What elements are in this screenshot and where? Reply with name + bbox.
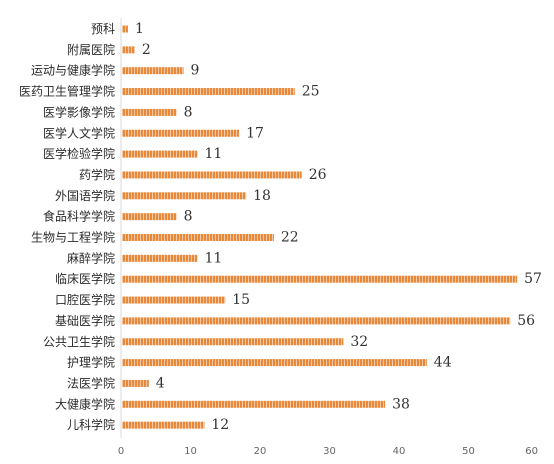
value-label: 9: [191, 63, 200, 79]
bar: [122, 25, 128, 33]
bar: [122, 254, 198, 262]
bar: [122, 67, 184, 75]
bar: [122, 400, 386, 408]
value-label: 1: [135, 21, 144, 37]
bar: [122, 234, 274, 241]
bar: [122, 379, 149, 387]
category-label: 麻醉学院: [67, 250, 115, 265]
category-label: 大健康学院: [55, 396, 115, 411]
bar: [122, 359, 427, 367]
value-label: 12: [211, 417, 229, 433]
value-label: 32: [350, 334, 368, 350]
x-tick-label: 50: [462, 446, 475, 457]
category-label: 医学影像学院: [43, 104, 115, 119]
value-label: 18: [253, 188, 271, 204]
value-label: 56: [517, 313, 535, 329]
category-label: 预科: [91, 22, 115, 36]
category-label: 临床医学院: [55, 271, 115, 286]
value-label: 8: [184, 104, 193, 120]
category-label: 基础医学院: [55, 313, 115, 328]
value-label: 4: [156, 375, 165, 391]
x-tick-label: 60: [525, 446, 538, 457]
bar: [122, 192, 247, 200]
category-label: 外国语学院: [55, 188, 115, 203]
category-label: 附属医院: [67, 43, 115, 57]
category-label: 护理学院: [67, 355, 115, 370]
category-label: 医药卫生管理学院: [19, 84, 115, 99]
category-label: 药学院: [79, 167, 115, 182]
value-label: 26: [309, 167, 327, 183]
category-labels: 预科附属医院运动与健康学院医药卫生管理学院医学影像学院医学人文学院医学检验学院药…: [19, 22, 115, 432]
value-label: 8: [184, 209, 193, 225]
x-tick-label: 0: [118, 446, 124, 457]
bar: [122, 421, 205, 429]
bar: [122, 88, 295, 96]
bar: [122, 171, 302, 179]
value-label: 44: [434, 355, 452, 371]
bar: [122, 317, 511, 325]
category-label: 生物与工程学院: [31, 230, 115, 245]
category-label: 口腔医学院: [55, 292, 115, 307]
value-label: 22: [281, 230, 299, 246]
value-label: 11: [204, 250, 222, 266]
category-label: 医学检验学院: [43, 146, 115, 161]
category-label: 儿科学院: [67, 417, 115, 432]
value-label: 2: [142, 42, 151, 58]
x-tick-label: 20: [254, 446, 267, 457]
value-label: 11: [204, 146, 222, 162]
bars-layer: [122, 25, 518, 429]
category-label: 医学人文学院: [43, 125, 115, 140]
bar: [122, 129, 240, 137]
x-tick-label: 40: [393, 446, 406, 457]
value-label: 15: [232, 292, 250, 308]
x-tick-label: 10: [184, 446, 197, 457]
bar: [122, 296, 226, 304]
bar: [122, 108, 177, 116]
x-tick-labels: 0 10 20 30 40 50 60: [118, 446, 538, 457]
bar: [122, 338, 344, 346]
bar: [122, 213, 177, 221]
category-label: 法医学院: [67, 375, 115, 390]
x-tick-label: 30: [323, 446, 336, 457]
bar: [122, 46, 135, 54]
value-label: 17: [246, 125, 264, 141]
value-label: 25: [302, 84, 320, 100]
value-label: 38: [392, 396, 410, 412]
category-label: 食品科学学院: [43, 209, 115, 224]
bar: [122, 275, 518, 283]
category-label: 公共卫生学院: [43, 334, 115, 349]
bar: [122, 150, 198, 158]
category-label: 运动与健康学院: [31, 63, 115, 78]
value-label: 57: [524, 271, 542, 287]
